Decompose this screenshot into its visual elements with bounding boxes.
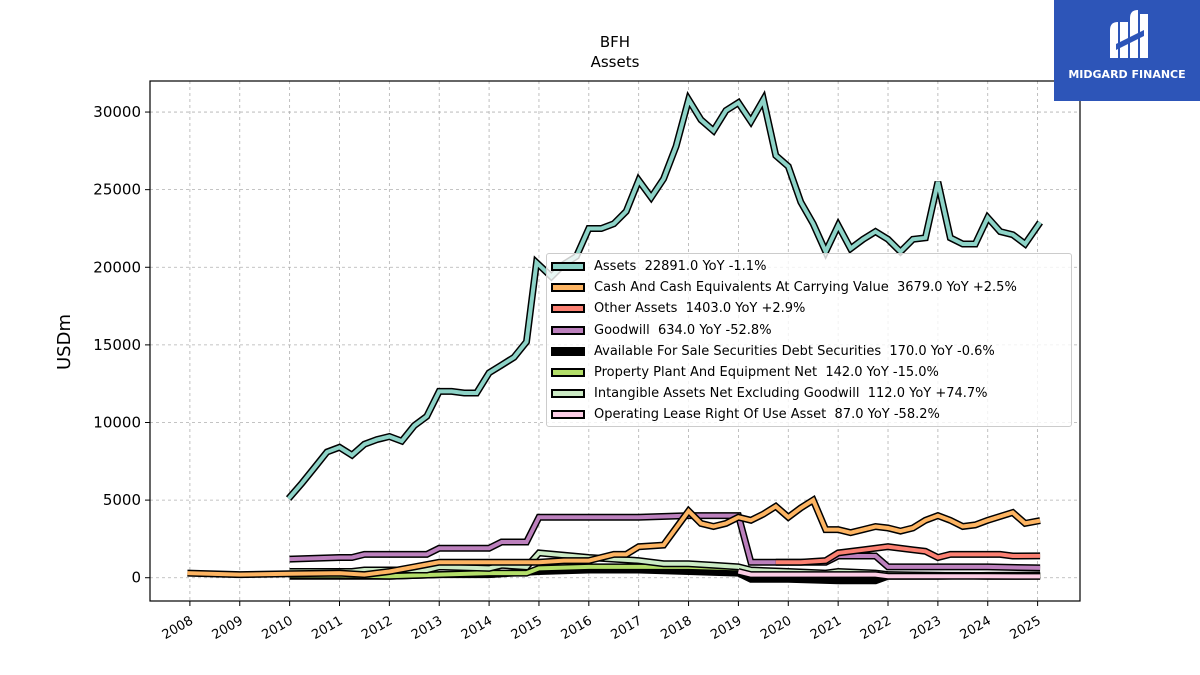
y-tick-label: 15000 [93, 336, 141, 354]
legend-swatch [551, 304, 585, 314]
legend-item: Intangible Assets Net Excluding Goodwill… [547, 384, 1071, 404]
legend-label: Cash And Cash Equivalents At Carrying Va… [594, 280, 1017, 296]
x-tick-label: 2008 [160, 613, 196, 643]
legend-item: Goodwill 634.0 YoY -52.8% [547, 321, 1071, 341]
chart-legend: Assets 22891.0 YoY -1.1% Cash And Cash Eq… [546, 253, 1072, 427]
legend-label: Operating Lease Right Of Use Asset 87.0 … [594, 407, 940, 423]
legend-item: Other Assets 1403.0 YoY +2.9% [547, 299, 1071, 319]
x-tick-label: 2014 [459, 613, 495, 643]
x-tick-label: 2019 [708, 613, 744, 643]
y-tick-label: 0 [131, 569, 141, 587]
legend-swatch [551, 346, 585, 356]
legend-label: Goodwill 634.0 YoY -52.8% [594, 322, 772, 338]
x-tick-label: 2017 [609, 613, 645, 643]
x-tick-label: 2012 [359, 613, 395, 643]
x-tick-label: 2016 [559, 613, 595, 643]
y-tick-label: 25000 [93, 181, 141, 199]
x-tick-label: 2018 [658, 613, 694, 643]
legend-item: Cash And Cash Equivalents At Carrying Va… [547, 278, 1071, 298]
legend-swatch [551, 283, 585, 293]
legend-swatch [551, 325, 585, 335]
brand-mark-icon [1110, 10, 1148, 58]
brand-logo: MIDGARD FINANCE [1054, 0, 1200, 101]
chart-title: BFH [600, 33, 630, 51]
series-line-assets [287, 94, 1042, 500]
x-tick-label: 2015 [509, 613, 545, 643]
y-tick-label: 30000 [93, 103, 141, 121]
x-tick-label: 2020 [758, 613, 794, 643]
plot-area-frame [149, 80, 1081, 602]
legend-item: Operating Lease Right Of Use Asset 87.0 … [547, 405, 1071, 425]
x-tick-label: 2010 [259, 613, 295, 643]
series-line-cash-and-cash-equivalents-at-carrying-value [187, 497, 1041, 577]
x-tick-label: 2011 [309, 613, 345, 643]
y-tick-label: 20000 [93, 258, 141, 276]
legend-swatch [551, 410, 585, 420]
legend-swatch [551, 262, 585, 271]
legend-swatch [551, 389, 585, 399]
brand-name: MIDGARD FINANCE [1068, 68, 1186, 81]
x-tick-label: 2009 [210, 613, 246, 643]
x-tick-label: 2025 [1007, 613, 1043, 643]
series-line-goodwill [289, 513, 1041, 570]
legend-label: Intangible Assets Net Excluding Goodwill… [594, 386, 988, 402]
legend-label: Other Assets 1403.0 YoY +2.9% [594, 301, 806, 317]
x-tick-label: 2022 [858, 613, 894, 643]
legend-label: Assets 22891.0 YoY -1.1% [594, 259, 767, 274]
series-line-other-assets [775, 544, 1041, 565]
legend-label: Property Plant And Equipment Net 142.0 Y… [594, 365, 939, 380]
series-lines [187, 90, 1043, 585]
legend-item: Available For Sale Securities Debt Secur… [547, 342, 1071, 362]
legend-item: Assets 22891.0 YoY -1.1% [547, 257, 1071, 277]
y-axis-label: USDm [54, 314, 75, 370]
series-line-operating-lease-right-of-use-asset [737, 569, 1041, 579]
legend-item: Property Plant And Equipment Net 142.0 Y… [547, 363, 1071, 383]
y-tick-label: 10000 [93, 413, 141, 431]
x-tick-label: 2013 [409, 613, 445, 643]
x-tick-label: 2023 [908, 613, 944, 643]
x-tick-label: 2024 [958, 613, 994, 643]
y-tick-label: 5000 [103, 491, 141, 509]
legend-swatch [551, 368, 585, 377]
x-tick-label: 2021 [808, 613, 844, 643]
legend-label: Available For Sale Securities Debt Secur… [594, 343, 995, 359]
chart-subtitle: Assets [591, 53, 640, 71]
